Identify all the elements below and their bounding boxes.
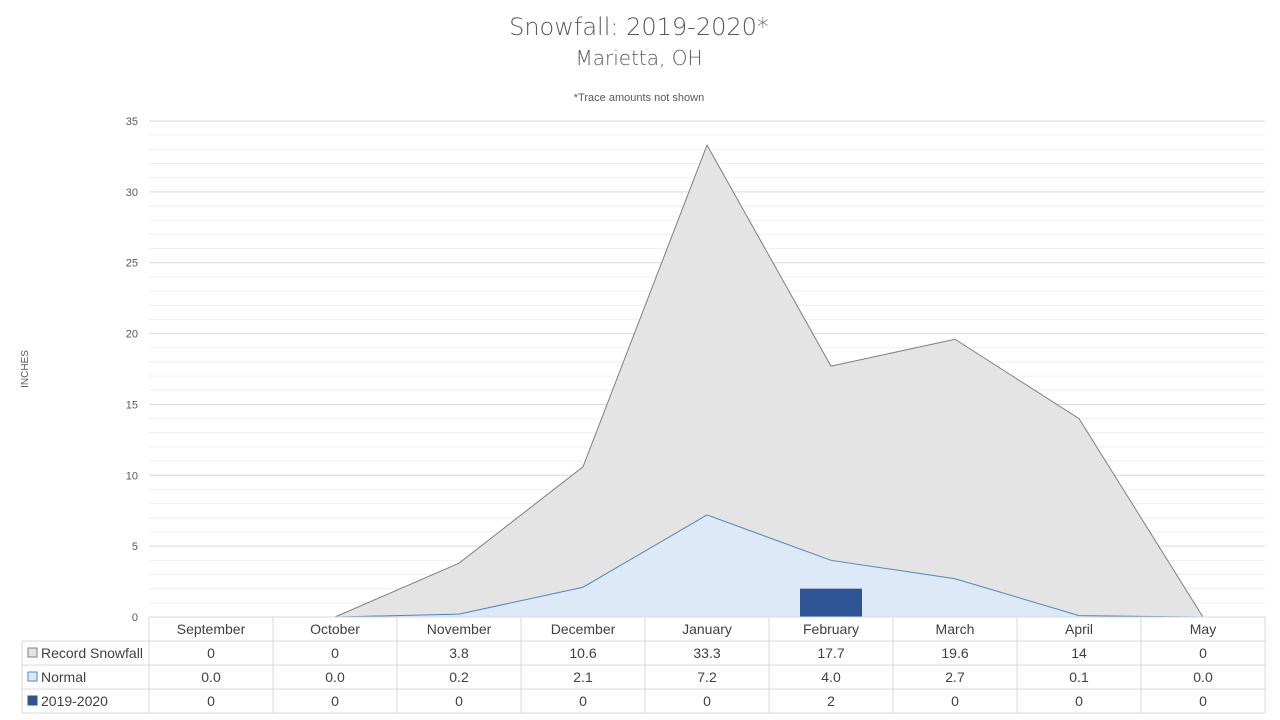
- table-cell-value: 33.3: [693, 645, 720, 661]
- area-normal: [211, 514, 1203, 617]
- x-category-label: March: [936, 621, 975, 637]
- x-category-label: October: [310, 621, 360, 637]
- y-tick-label: 25: [126, 258, 138, 270]
- table-cell-value: 0: [1199, 693, 1207, 709]
- table-cell-value: 0.0: [1193, 669, 1213, 685]
- y-tick-label: 15: [126, 399, 138, 411]
- table-cell-value: 0: [1075, 693, 1083, 709]
- table-cell-value: 7.2: [697, 669, 717, 685]
- legend-series-name: Normal: [41, 669, 86, 685]
- table-cell-value: 0: [207, 693, 215, 709]
- table-cell-value: 4.0: [821, 669, 841, 685]
- x-category-label: January: [682, 621, 732, 637]
- legend-series-name: Record Snowfall: [41, 645, 143, 661]
- table-cell-value: 10.6: [569, 645, 596, 661]
- table-cell-value: 0.0: [201, 669, 221, 685]
- y-axis-ticks: 0 5 10 15 20 25 30 35: [126, 116, 138, 624]
- table-cell-value: 0: [331, 645, 339, 661]
- chart-title: Snowfall: 2019-2020*: [509, 13, 769, 41]
- area-record-snowfall: [211, 145, 1203, 617]
- data-table: September October November December January F…: [21, 616, 1266, 714]
- x-category-label: November: [427, 621, 492, 637]
- line-record-snowfall: [334, 143, 1204, 618]
- x-category-label: February: [803, 621, 859, 637]
- table-cell-value: 0: [207, 645, 215, 661]
- plot-area: [211, 143, 1204, 618]
- legend-series-name: 2019-2020: [41, 693, 108, 709]
- table-cell-value: 0.1: [1069, 669, 1089, 685]
- table-cell-value: 0.2: [449, 669, 469, 685]
- table-cell-value: 0: [455, 693, 463, 709]
- chart-note: *Trace amounts not shown: [574, 92, 704, 104]
- y-tick-label: 30: [126, 187, 138, 199]
- table-cell-value: 0: [579, 693, 587, 709]
- table-cell-value: 2: [827, 693, 835, 709]
- x-category-label: December: [551, 621, 616, 637]
- x-category-label: April: [1065, 621, 1093, 637]
- y-tick-label: 20: [126, 329, 138, 341]
- line-normal: [334, 514, 1204, 618]
- legend-key-normal: [27, 671, 38, 682]
- bar-2019-2020: [800, 588, 862, 617]
- y-tick-label: 35: [126, 116, 138, 128]
- legend-key-record-snowfall: [27, 647, 38, 658]
- chart-subtitle: Marietta, OH: [575, 46, 702, 70]
- table-cell-value: 3.8: [449, 645, 469, 661]
- table-cell-value: 2.1: [573, 669, 593, 685]
- table-cell-value: 0: [331, 693, 339, 709]
- x-category-label: September: [177, 621, 246, 637]
- table-cell-value: 17.7: [817, 645, 844, 661]
- table-cell-value: 0: [703, 693, 711, 709]
- y-tick-label: 10: [126, 470, 138, 482]
- x-category-label: May: [1190, 621, 1216, 637]
- table-cell-value: 0: [951, 693, 959, 709]
- legend-key-2019-2020: [27, 695, 38, 706]
- table-cell-value: 2.7: [945, 669, 965, 685]
- y-tick-label: 5: [132, 541, 138, 553]
- y-tick-label: 0: [132, 612, 138, 624]
- table-cell-value: 0: [1199, 645, 1207, 661]
- table-cell-value: 0.0: [325, 669, 345, 685]
- table-cell-value: 14: [1071, 645, 1087, 661]
- table-cell-value: 19.6: [941, 645, 968, 661]
- y-axis-label: INCHES: [20, 350, 31, 388]
